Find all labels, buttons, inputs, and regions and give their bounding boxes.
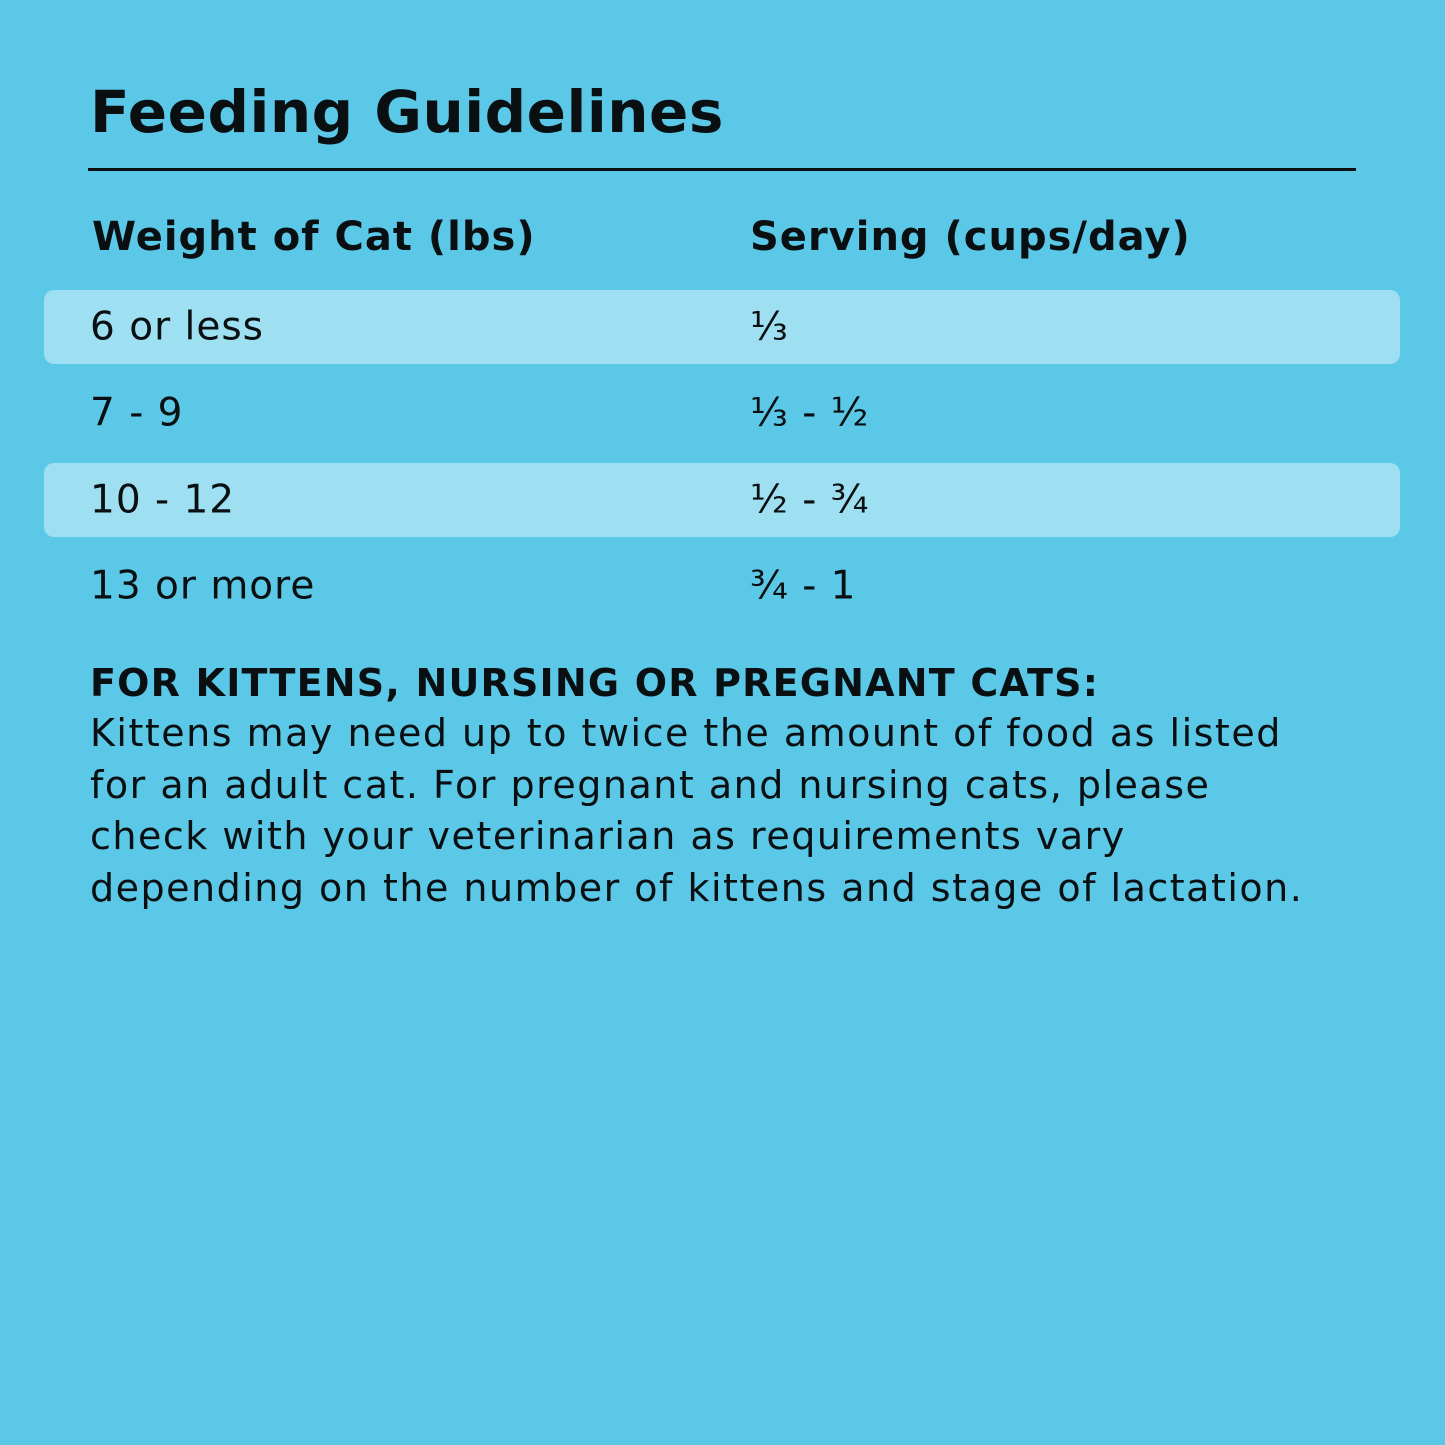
weight-cell: 10 - 12 — [90, 477, 236, 523]
header-weight: Weight of Cat (lbs) — [92, 214, 536, 260]
table-row: 13 or more ¾ - 1 — [44, 549, 1400, 623]
serving-cell: ⅓ - ½ — [750, 390, 870, 436]
weight-cell: 13 or more — [90, 563, 316, 609]
title-divider — [88, 168, 1356, 171]
page-title: Feeding Guidelines — [90, 78, 724, 146]
weight-cell: 7 - 9 — [90, 390, 184, 436]
table-row: 7 - 9 ⅓ - ½ — [44, 376, 1400, 450]
header-serving: Serving (cups/day) — [750, 214, 1191, 260]
serving-cell: ¾ - 1 — [750, 563, 857, 609]
serving-cell: ⅓ — [750, 304, 789, 350]
serving-cell: ½ - ¾ — [750, 477, 870, 523]
weight-cell: 6 or less — [90, 304, 264, 350]
table-row: 10 - 12 ½ - ¾ — [44, 463, 1400, 537]
table-row: 6 or less ⅓ — [44, 290, 1400, 364]
note-heading: FOR KITTENS, NURSING OR PREGNANT CATS: — [90, 661, 1100, 705]
kitten-note: FOR KITTENS, NURSING OR PREGNANT CATS: K… — [90, 658, 1320, 914]
note-body: Kittens may need up to twice the amount … — [90, 711, 1304, 910]
